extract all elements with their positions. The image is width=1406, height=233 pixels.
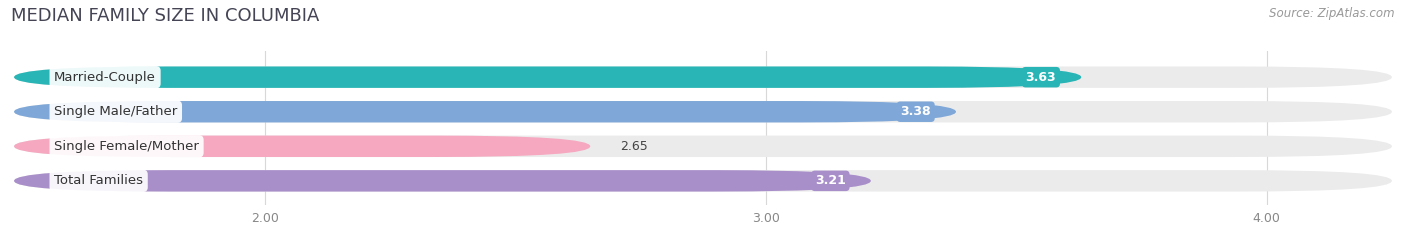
Text: 3.38: 3.38 — [900, 105, 931, 118]
Text: Single Female/Mother: Single Female/Mother — [55, 140, 200, 153]
Text: 2.65: 2.65 — [620, 140, 648, 153]
FancyBboxPatch shape — [14, 136, 1392, 157]
FancyBboxPatch shape — [14, 136, 591, 157]
Text: Source: ZipAtlas.com: Source: ZipAtlas.com — [1270, 7, 1395, 20]
Text: Total Families: Total Families — [55, 174, 143, 187]
FancyBboxPatch shape — [14, 66, 1081, 88]
Text: 3.63: 3.63 — [1025, 71, 1056, 84]
FancyBboxPatch shape — [14, 170, 870, 192]
Text: 3.21: 3.21 — [815, 174, 846, 187]
Text: Single Male/Father: Single Male/Father — [55, 105, 177, 118]
FancyBboxPatch shape — [14, 101, 1392, 123]
FancyBboxPatch shape — [14, 66, 1392, 88]
FancyBboxPatch shape — [14, 101, 956, 123]
Text: MEDIAN FAMILY SIZE IN COLUMBIA: MEDIAN FAMILY SIZE IN COLUMBIA — [11, 7, 319, 25]
Text: Married-Couple: Married-Couple — [55, 71, 156, 84]
FancyBboxPatch shape — [14, 170, 1392, 192]
